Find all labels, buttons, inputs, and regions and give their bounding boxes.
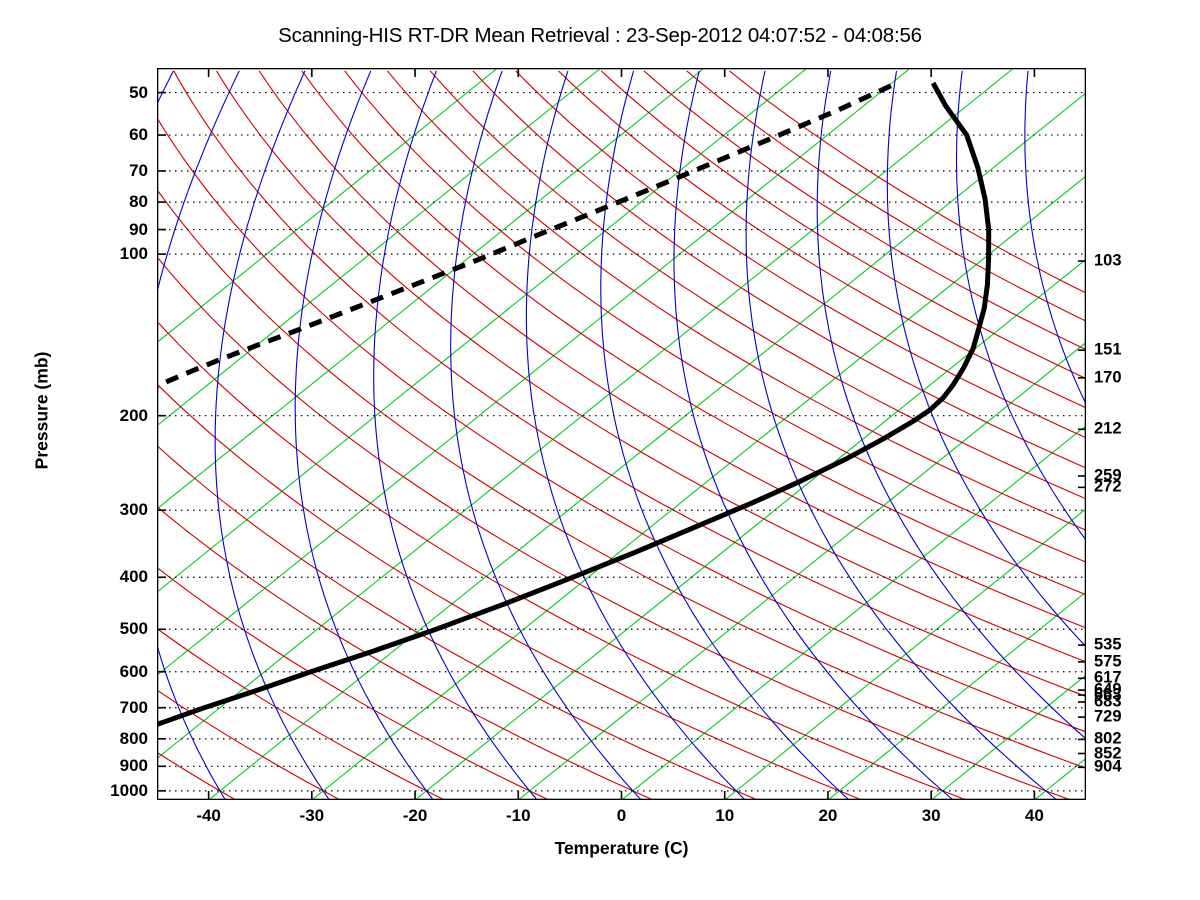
chart-title: Scanning-HIS RT-DR Mean Retrieval : 23-S… [278, 24, 922, 47]
y-axis-tick-labels: 50 60 70 80 90 100 200 300 400 500 600 700 800 900 100… [0, 68, 148, 800]
y-tick-label: 50 [129, 82, 148, 102]
x-tick-label: -30 [299, 806, 325, 825]
right-level-label: 212 [1094, 419, 1122, 438]
y-tick-label: 80 [129, 192, 148, 212]
y-tick-label: 200 [119, 405, 148, 425]
right-level-labels: 103 151 170 212 259 272 535 575 617 649 663 683 729 8… [1094, 68, 1200, 800]
y-tick-label: 90 [129, 219, 148, 239]
y-tick-label: 400 [119, 567, 148, 587]
right-level-label: 535 [1094, 635, 1122, 654]
y-tick-label: 60 [129, 125, 148, 145]
y-tick-label: 100 [119, 244, 148, 264]
right-level-label: 729 [1094, 707, 1122, 726]
right-level-label: 802 [1094, 729, 1122, 748]
y-tick-label: 1000 [110, 780, 148, 800]
plot-area [157, 68, 1086, 800]
x-tick-label: -10 [505, 806, 531, 825]
right-level-label: 272 [1094, 477, 1122, 496]
x-tick-label: -20 [402, 806, 428, 825]
x-tick-label: 30 [921, 806, 941, 825]
right-level-label: 683 [1094, 692, 1122, 711]
right-level-label: 259 [1094, 466, 1122, 485]
right-level-label: 649 [1094, 680, 1122, 699]
right-level-label: 170 [1094, 368, 1122, 387]
right-level-label: 575 [1094, 652, 1122, 671]
x-tick-label: 40 [1024, 806, 1044, 825]
x-tick-label: 10 [715, 806, 735, 825]
x-axis-title: Temperature (C) [554, 838, 689, 858]
x-tick-label: 20 [818, 806, 838, 825]
y-tick-label: 700 [119, 697, 148, 717]
skewt-plot-svg [157, 68, 1086, 800]
x-tick-label: -40 [196, 806, 221, 825]
x-axis-tick-labels: -40 -30 -20 -10 0 10 20 30 40 [157, 806, 1086, 834]
y-tick-label: 300 [119, 500, 148, 520]
y-tick-label: 70 [129, 160, 148, 180]
x-tick-label: 0 [616, 806, 627, 825]
y-tick-label: 500 [119, 619, 148, 639]
right-level-label: 904 [1094, 757, 1122, 776]
right-level-label: 103 [1094, 251, 1122, 270]
right-level-label: 617 [1094, 668, 1122, 687]
right-level-label: 151 [1094, 340, 1122, 359]
y-tick-label: 800 [119, 728, 148, 748]
y-tick-label: 600 [119, 661, 148, 681]
right-level-label: 663 [1094, 685, 1122, 704]
right-level-label: 852 [1094, 744, 1122, 763]
y-tick-label: 900 [119, 756, 148, 776]
